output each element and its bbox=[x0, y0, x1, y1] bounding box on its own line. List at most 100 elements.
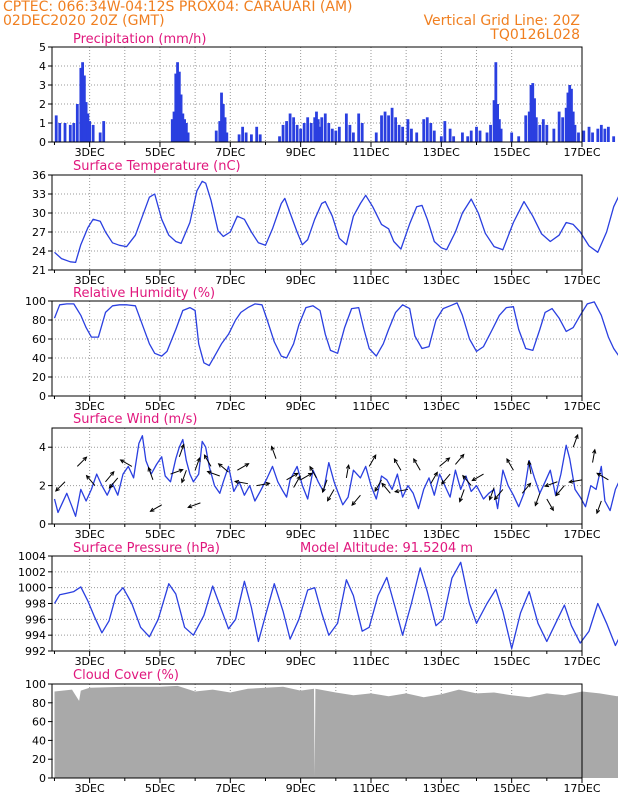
precip-bar bbox=[517, 136, 521, 142]
precip-bar bbox=[183, 119, 186, 142]
precip-bar bbox=[288, 113, 292, 142]
precip-bar bbox=[432, 130, 436, 142]
precip-bar bbox=[348, 124, 352, 142]
wind-arrow-head bbox=[534, 501, 539, 507]
wind-arrow-head bbox=[55, 487, 60, 492]
x-tick-label: 9DEC bbox=[286, 274, 316, 287]
precip-bar bbox=[390, 107, 394, 142]
header-station-line: CPTEC: 066:34W-04:12S PROX04: CARAUARI (… bbox=[3, 0, 353, 15]
wind-arrow bbox=[76, 456, 87, 467]
x-tick-label: 7DEC bbox=[215, 528, 245, 541]
precip-bar bbox=[394, 117, 398, 142]
precip-bar bbox=[499, 128, 503, 142]
wind-arrow-head bbox=[595, 509, 601, 515]
wind-arrow bbox=[506, 458, 514, 471]
y-tick-label: 27 bbox=[32, 226, 46, 239]
precip-bar bbox=[599, 124, 603, 142]
precip-bar bbox=[461, 132, 464, 142]
x-tick-label: 15DEC bbox=[493, 274, 530, 287]
precip-bar bbox=[181, 113, 185, 142]
wind-arrow bbox=[395, 488, 408, 493]
wind-arrow bbox=[534, 493, 541, 506]
wind-arrow bbox=[430, 472, 438, 484]
precip-bar bbox=[478, 130, 482, 142]
wind-arrow bbox=[546, 498, 554, 511]
precip-bar bbox=[552, 128, 556, 142]
precip-bar bbox=[533, 98, 536, 142]
wind-arrow bbox=[381, 483, 391, 494]
wind-arrow-head bbox=[568, 479, 574, 484]
y-tick-label: 1 bbox=[39, 117, 46, 130]
x-tick-label: 7DEC bbox=[215, 782, 245, 795]
precip-bar bbox=[360, 123, 364, 142]
precip-bar bbox=[225, 132, 229, 142]
precip-bar bbox=[285, 121, 288, 142]
wind-arrow-head bbox=[187, 504, 193, 509]
wind-arrow-head bbox=[180, 478, 186, 484]
precip-bar bbox=[91, 124, 95, 142]
precip-bar bbox=[72, 123, 76, 142]
precip-bar bbox=[334, 130, 338, 142]
x-tick-label: 3DEC bbox=[75, 274, 105, 287]
x-tick-label: 5DEC bbox=[145, 782, 175, 795]
precip-bar bbox=[492, 100, 496, 142]
x-tick-label: 17DEC bbox=[563, 400, 600, 413]
precip-bar bbox=[566, 92, 570, 142]
rh-title: Relative Humidity (%) bbox=[73, 286, 215, 301]
precip-bar bbox=[564, 107, 568, 142]
x-tick-label: 11DEC bbox=[352, 782, 389, 795]
x-tick-label: 7DEC bbox=[215, 655, 245, 668]
x-tick-label: 11DEC bbox=[352, 146, 389, 159]
x-tick-label: 5DEC bbox=[145, 146, 175, 159]
wind-arrow bbox=[188, 502, 201, 508]
precip-bar bbox=[541, 119, 545, 142]
y-tick-label: 20 bbox=[32, 753, 46, 766]
precip-bar bbox=[401, 126, 405, 142]
wind-arrow bbox=[293, 476, 301, 488]
wind-arrow-head bbox=[85, 474, 91, 480]
wind-arrow-head bbox=[527, 460, 532, 466]
wind-arrow bbox=[309, 466, 317, 479]
y-tick-label: 21 bbox=[32, 264, 46, 277]
y-tick-label: 0 bbox=[39, 390, 46, 403]
y-tick-label: 3 bbox=[39, 79, 46, 92]
precip-bar bbox=[531, 83, 535, 142]
precip-bar bbox=[538, 124, 542, 142]
wind-arrow bbox=[528, 461, 532, 475]
precip-bar bbox=[337, 126, 341, 142]
x-tick-label: 3DEC bbox=[75, 400, 105, 413]
precip-bar bbox=[570, 88, 573, 142]
precip-bar bbox=[380, 115, 383, 142]
x-tick-label: 13DEC bbox=[423, 274, 460, 287]
precip-bar bbox=[596, 128, 600, 142]
wind-series-line bbox=[53, 435, 618, 517]
wind-arrow-head bbox=[82, 456, 88, 462]
wind-arrow-head bbox=[178, 468, 184, 473]
precip-bar bbox=[318, 126, 322, 142]
wind-arrow bbox=[439, 457, 450, 467]
wind-arrow-head bbox=[488, 495, 493, 501]
x-tick-label: 9DEC bbox=[286, 782, 316, 795]
precip-bar bbox=[415, 132, 419, 142]
wind-arrow-head bbox=[233, 479, 240, 485]
wind-arrow bbox=[351, 494, 361, 506]
precip-bar bbox=[422, 119, 426, 142]
panel-frame bbox=[51, 427, 583, 525]
wind-arrow-head bbox=[393, 488, 400, 494]
precip-bar bbox=[591, 132, 594, 142]
wind-arrow bbox=[204, 454, 212, 467]
wind-arrow bbox=[207, 471, 220, 477]
wind-arrow bbox=[237, 463, 249, 471]
x-tick-label: 15DEC bbox=[493, 146, 530, 159]
y-tick-label: 80 bbox=[32, 697, 46, 710]
precip-bar bbox=[292, 117, 296, 142]
precip-bar bbox=[587, 126, 591, 142]
x-tick-label: 17DEC bbox=[563, 655, 600, 668]
y-tick-label: 24 bbox=[32, 245, 46, 258]
x-tick-label: 3DEC bbox=[75, 782, 105, 795]
wind-arrow bbox=[592, 449, 596, 463]
wind-arrow-head bbox=[293, 472, 299, 477]
precip-bar bbox=[497, 119, 501, 142]
wind-arrow bbox=[455, 454, 465, 465]
wind-arrow bbox=[441, 473, 451, 485]
